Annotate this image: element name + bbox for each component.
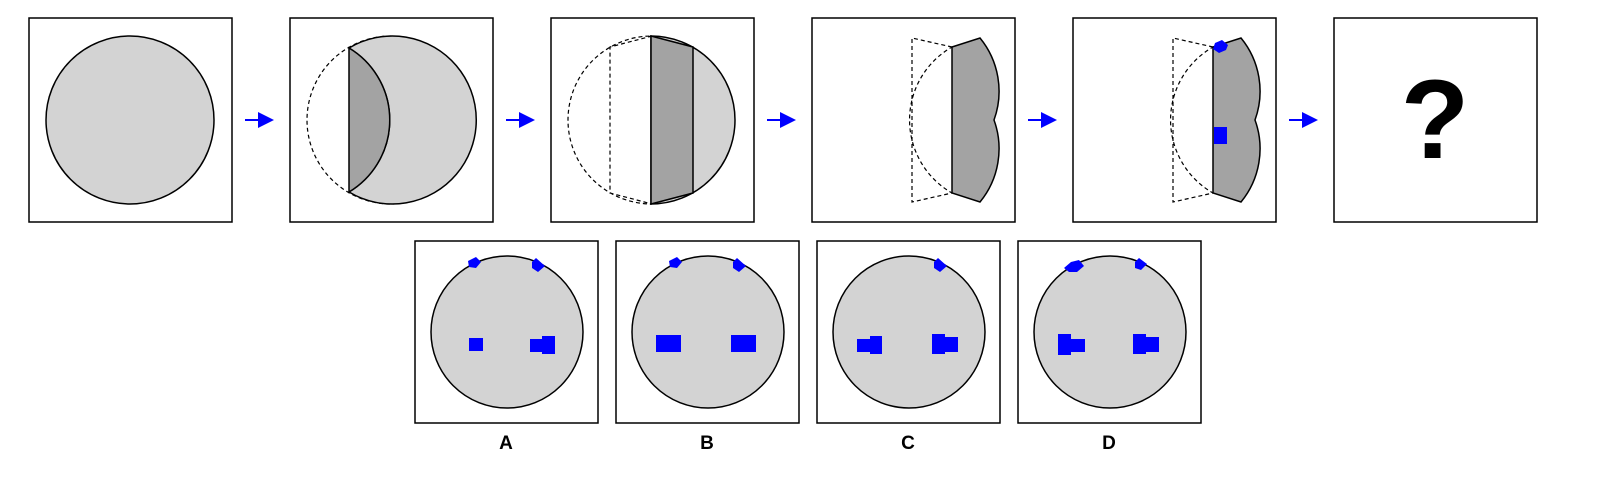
hole-left-b bbox=[1070, 339, 1085, 352]
option-label: D bbox=[1102, 433, 1116, 454]
hole-right-a bbox=[1133, 334, 1146, 354]
hole-right-a bbox=[530, 339, 544, 352]
sequence-panel-6: ? bbox=[1333, 17, 1538, 223]
option-d[interactable]: D bbox=[1017, 240, 1202, 454]
folded-paper bbox=[1212, 37, 1261, 203]
unfolded-disc bbox=[430, 255, 584, 409]
hole-top-right bbox=[934, 258, 947, 272]
hole-top-right bbox=[733, 258, 746, 272]
sequence-panel-2 bbox=[289, 17, 494, 223]
paper-disc bbox=[45, 35, 215, 205]
hole-right-a bbox=[932, 334, 945, 354]
option-label: B bbox=[700, 433, 714, 454]
question-mark: ? bbox=[1401, 57, 1469, 182]
option-label: C bbox=[901, 433, 915, 454]
sequence-panel-4 bbox=[811, 17, 1016, 223]
unfolded-disc bbox=[832, 255, 986, 409]
hole-right-b bbox=[542, 336, 555, 354]
hole-left bbox=[469, 338, 483, 351]
hole-left-a bbox=[1058, 334, 1071, 355]
hole-right-b bbox=[1145, 337, 1159, 352]
unfolded-disc bbox=[631, 255, 785, 409]
hole-top-left bbox=[669, 257, 682, 268]
hole-top-right bbox=[1135, 258, 1147, 270]
panel-frame bbox=[1333, 17, 1538, 223]
punch-hole-top bbox=[1213, 40, 1228, 53]
hole-right-b bbox=[944, 337, 958, 352]
folded-strip bbox=[650, 35, 694, 205]
folded-flap bbox=[348, 46, 391, 194]
option-c[interactable]: C bbox=[816, 240, 1001, 454]
hole-left-b bbox=[870, 336, 882, 354]
option-a[interactable]: A bbox=[414, 240, 599, 454]
original-outline-dashed bbox=[1169, 37, 1215, 203]
option-label: A bbox=[499, 433, 513, 454]
hole-top-left bbox=[468, 257, 481, 268]
sequence-panel-5 bbox=[1072, 17, 1277, 223]
original-outline-dashed bbox=[908, 37, 954, 203]
punch-hole-middle bbox=[1214, 127, 1227, 144]
original-outline-dashed bbox=[567, 35, 653, 205]
hole-left bbox=[656, 335, 681, 352]
hole-top-right bbox=[532, 258, 545, 272]
folded-paper bbox=[951, 37, 1000, 203]
hole-right bbox=[731, 335, 756, 352]
unfolded-disc bbox=[1033, 255, 1187, 409]
sequence-panel-3 bbox=[550, 17, 755, 223]
hole-top-left bbox=[1064, 260, 1084, 272]
hole-left-a bbox=[857, 339, 872, 352]
sequence-panel-1 bbox=[28, 17, 233, 223]
option-b[interactable]: B bbox=[615, 240, 800, 454]
